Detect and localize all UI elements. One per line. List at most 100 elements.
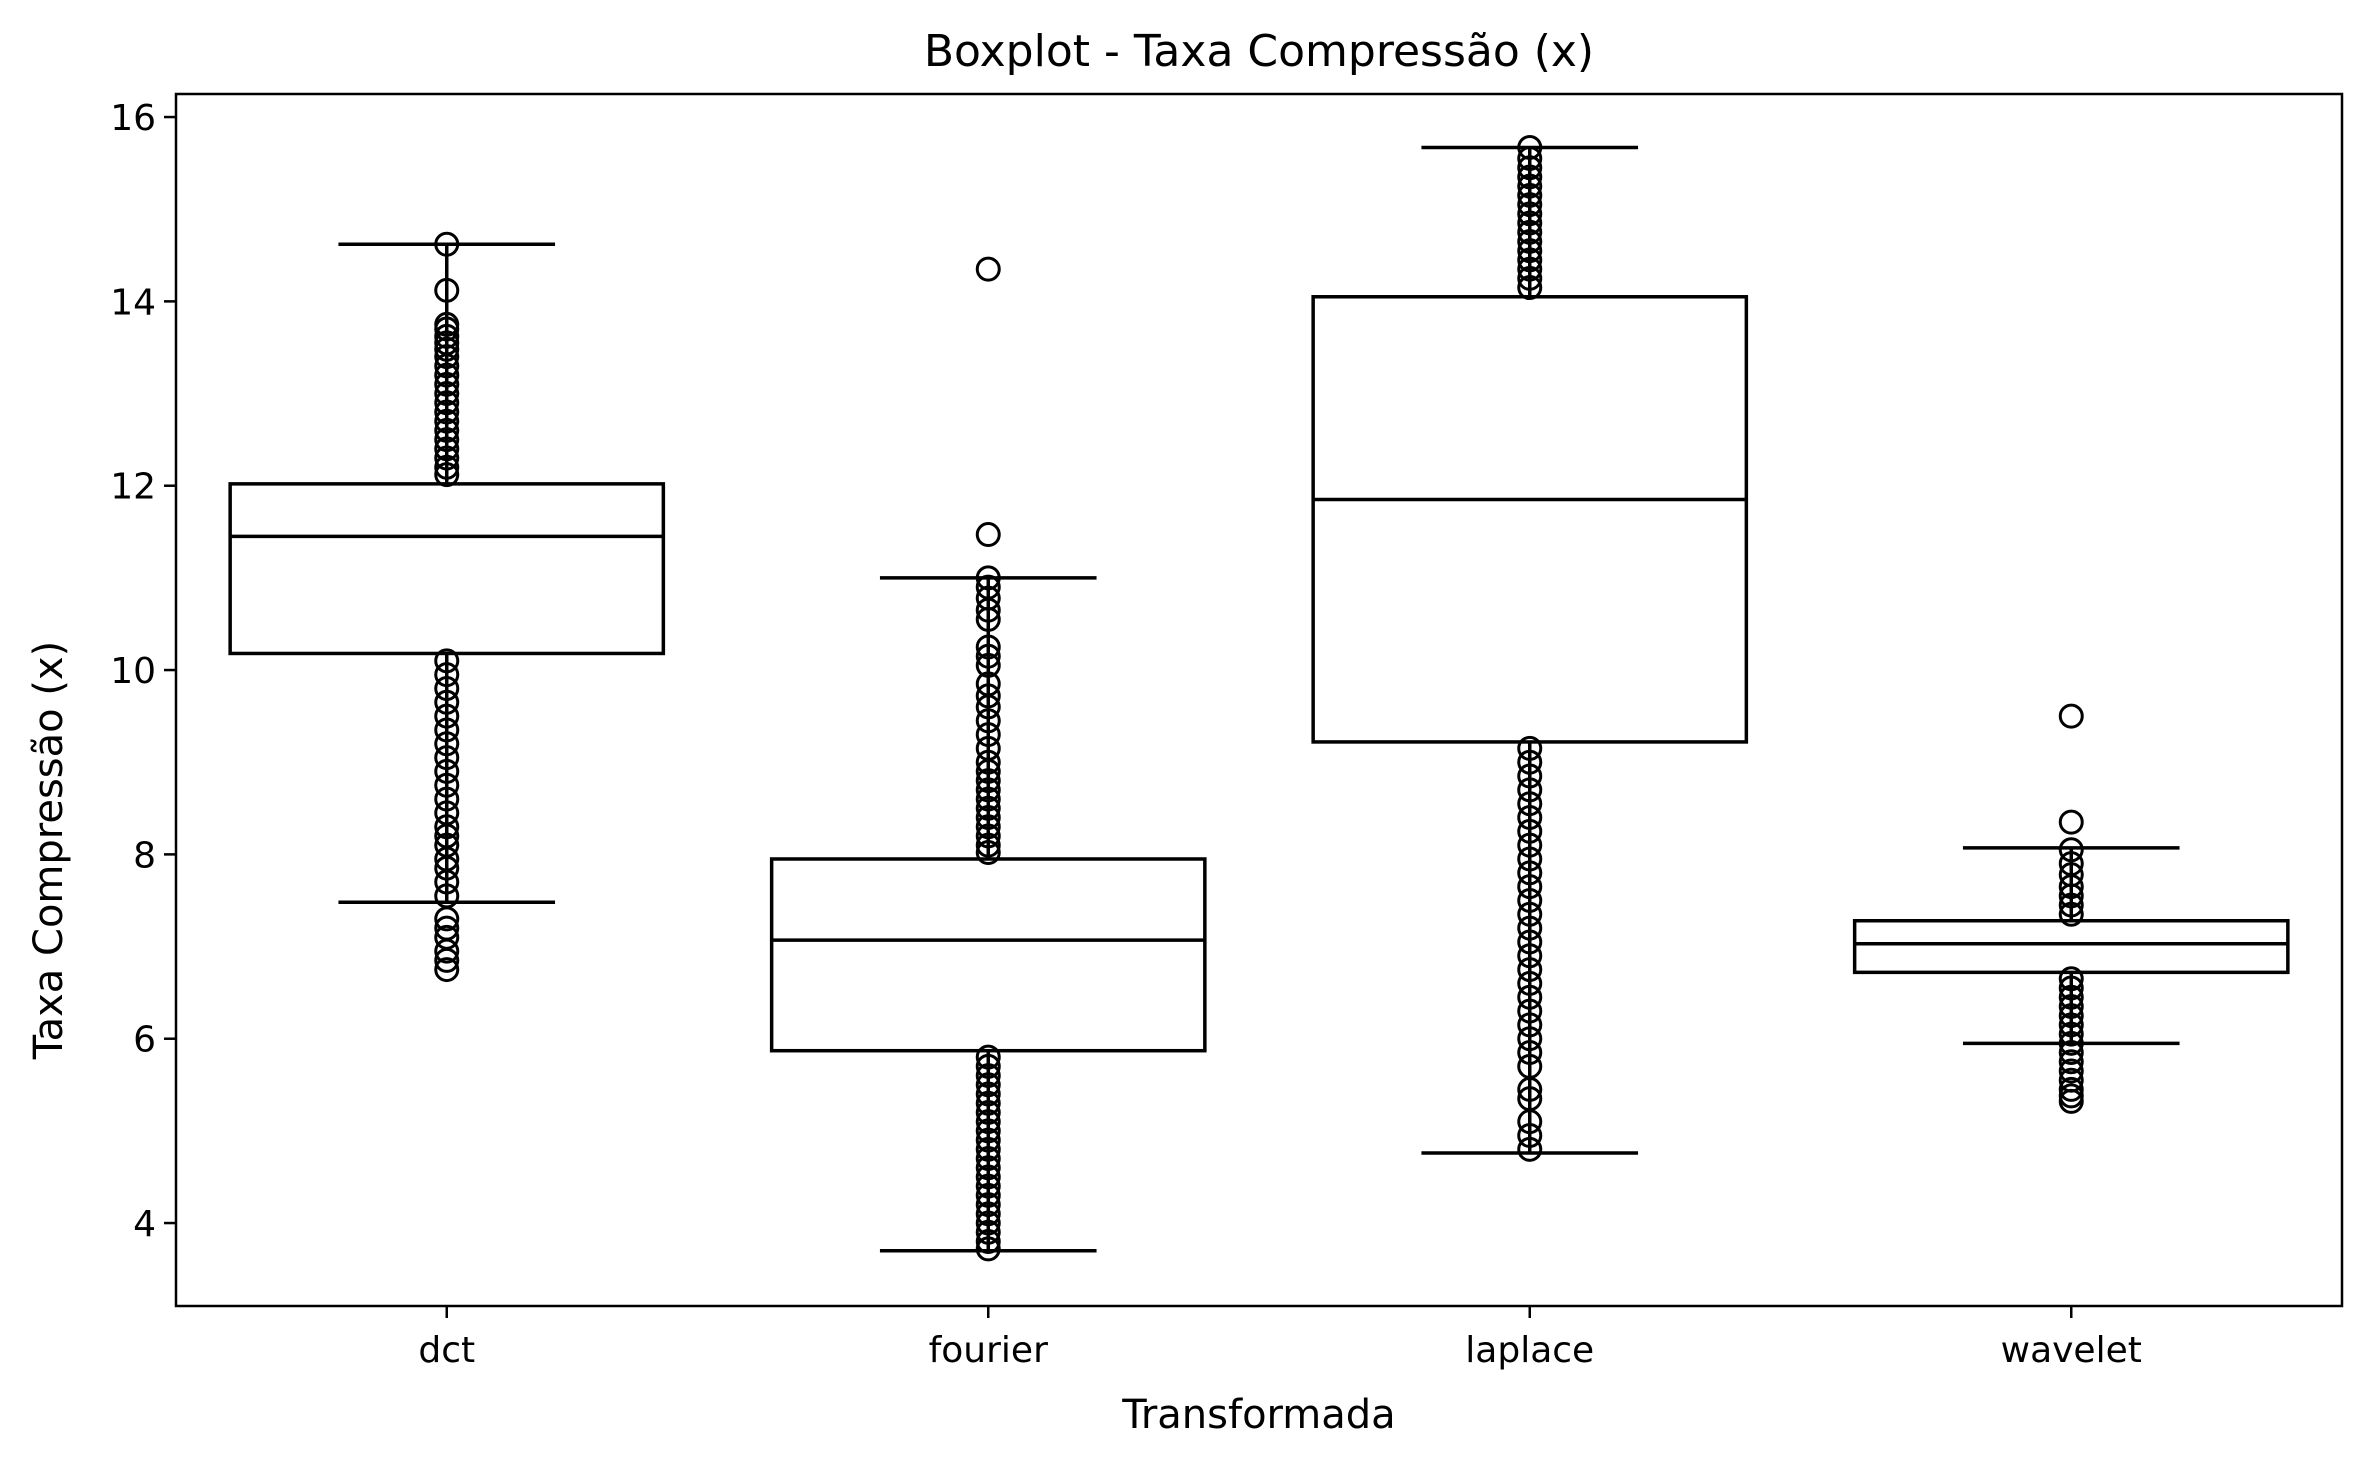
x-tick-label: wavelet [2001, 1330, 2142, 1371]
outlier-point [975, 643, 1001, 669]
outlier-point [1517, 219, 1543, 245]
outlier-point [975, 805, 1001, 831]
y-tick-label: 14 [110, 282, 156, 323]
outlier-point [434, 353, 460, 379]
outlier-point [975, 749, 1001, 775]
outlier-point [1517, 970, 1543, 996]
outlier-point [975, 814, 1001, 840]
outlier-point [434, 427, 460, 453]
outlier-point [434, 906, 460, 932]
outlier-point [975, 777, 1001, 803]
outlier-point [434, 362, 460, 388]
outlier-point [975, 1136, 1001, 1162]
y-tick-label: 4 [133, 1204, 156, 1245]
outlier-point [1517, 874, 1543, 900]
outlier-point [2058, 809, 2084, 835]
outlier-point [434, 855, 460, 881]
boxes [228, 134, 2290, 1262]
outlier-point [1517, 1136, 1543, 1162]
outlier-point [1517, 777, 1543, 803]
outlier-point [1517, 915, 1543, 941]
outlier-point [975, 1146, 1001, 1172]
outlier-point [975, 597, 1001, 623]
outlier-point [975, 786, 1001, 812]
outlier-point [1517, 210, 1543, 236]
outlier-point [2058, 984, 2084, 1010]
outlier-point [434, 417, 460, 443]
x-tick-label: dct [418, 1330, 475, 1371]
chart-title: Boxplot - Taxa Compressão (x) [924, 26, 1594, 77]
plot-area-frame [174, 92, 2344, 1308]
outlier-point [2058, 901, 2084, 927]
outlier-point [975, 832, 1001, 858]
outlier-point [1517, 846, 1543, 872]
outlier-point [2058, 703, 2084, 729]
outlier-point [975, 634, 1001, 660]
outlier-point [2058, 1021, 2084, 1047]
outlier-point [975, 708, 1001, 734]
outlier-point [1517, 1026, 1543, 1052]
outlier-point [975, 768, 1001, 794]
box-fourier [769, 256, 1207, 1262]
outlier-point [2058, 966, 2084, 992]
outlier-point [1517, 134, 1543, 160]
box-iqr [1311, 295, 1749, 744]
outlier-point [1517, 984, 1543, 1010]
outlier-point [1517, 1076, 1543, 1102]
outlier-point [1517, 929, 1543, 955]
box-iqr [1852, 918, 2290, 975]
outlier-point [975, 522, 1001, 548]
y-tick-label: 10 [110, 651, 156, 692]
outlier-point [975, 1053, 1001, 1079]
outlier-point [434, 745, 460, 771]
outlier-point [434, 938, 460, 964]
outlier-point [434, 731, 460, 757]
outlier-point [1517, 164, 1543, 190]
outlier-point [2058, 1030, 2084, 1056]
outlier-point [975, 1081, 1001, 1107]
outlier-point [2058, 1012, 2084, 1038]
y-tick-label: 6 [133, 1020, 156, 1061]
outlier-point [1517, 201, 1543, 227]
x-tick-label: fourier [929, 1330, 1048, 1371]
outlier-point [975, 1164, 1001, 1190]
y-tick-label: 16 [110, 98, 156, 139]
outlier-point [975, 823, 1001, 849]
outlier-point [1517, 146, 1543, 172]
box-iqr [769, 857, 1207, 1053]
outlier-point [434, 231, 460, 257]
outlier-point [1517, 901, 1543, 927]
axis-ticks: 4 6 8 10 12 14 16 dct fourier laplace wavelet [110, 98, 2142, 1371]
outlier-point [975, 758, 1001, 784]
y-tick-label: 12 [110, 467, 156, 508]
outlier-point [1517, 265, 1543, 291]
outlier-point [434, 689, 460, 715]
outlier-point [1517, 887, 1543, 913]
outlier-point [2058, 883, 2084, 909]
outlier-point [434, 344, 460, 370]
outlier-point [434, 371, 460, 397]
outlier-point [1517, 275, 1543, 301]
outlier-point [2058, 874, 2084, 900]
box-iqr [228, 482, 666, 656]
outlier-point [434, 277, 460, 303]
outlier-point [2058, 975, 2084, 1001]
y-axis-label: Taxa Compressão (x) [26, 641, 72, 1060]
outlier-point [434, 957, 460, 983]
outlier-point [1517, 228, 1543, 254]
outlier-point [975, 1236, 1001, 1262]
outlier-point [975, 840, 1001, 866]
outlier-point [975, 795, 1001, 821]
outlier-point [975, 1201, 1001, 1227]
outlier-point [2058, 1049, 2084, 1075]
outlier-point [975, 1109, 1001, 1135]
outlier-point [1517, 1109, 1543, 1135]
outlier-point [434, 947, 460, 973]
outlier-point [1517, 805, 1543, 831]
outlier-point [434, 786, 460, 812]
outlier-point [975, 722, 1001, 748]
outlier-point [434, 381, 460, 407]
outlier-point [975, 1228, 1001, 1254]
outlier-point [1517, 173, 1543, 199]
